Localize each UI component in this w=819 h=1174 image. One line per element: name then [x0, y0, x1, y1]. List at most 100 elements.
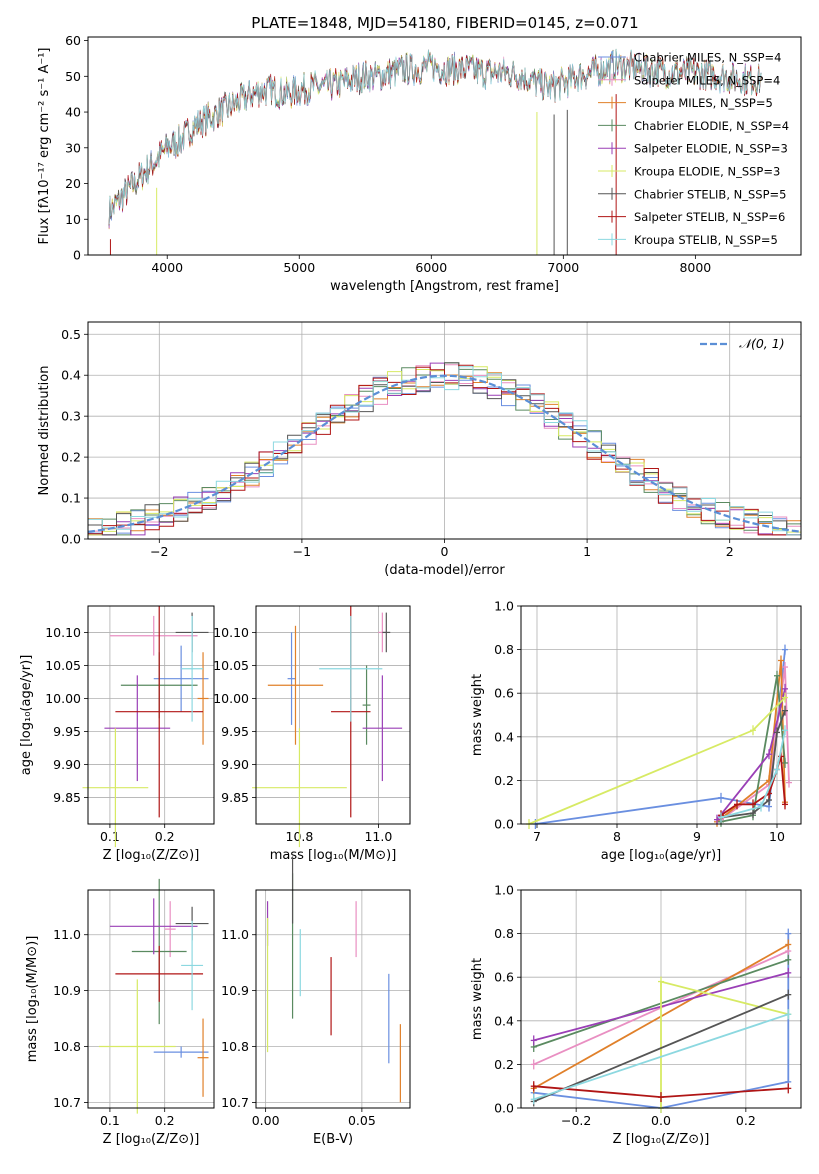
residuals-legend: 𝒩(0, 1)	[700, 336, 785, 351]
x-axis-label: Z [log₁₀(Z/Z⊙)]	[103, 1132, 200, 1147]
errorbar-point-0	[153, 1046, 209, 1058]
errorbar-point-4	[362, 675, 403, 782]
errorbar-point-1	[164, 901, 176, 958]
age-vs-Z-panel: 0.1 0.2 9.85 9.90 9.95 10.00 10.05 10.10 Z [log₁…	[19, 606, 214, 863]
errorbar-point-8	[181, 920, 204, 1011]
weight-line-6	[533, 993, 789, 1103]
y-tick-label: 10.05	[45, 658, 81, 673]
x-tick-label: −2	[150, 544, 168, 559]
y-tick-label: 0	[73, 248, 81, 263]
y-tick-label: 10.8	[53, 1039, 81, 1054]
legend-label: Chabrier ELODIE, N_SSP=4	[634, 119, 789, 133]
y-tick-label: 0.8	[494, 642, 514, 657]
x-axis-label: Z [log₁₀(Z/Z⊙)]	[103, 848, 200, 863]
residual-histogram-7	[88, 364, 801, 536]
spectrum-frame	[87, 36, 802, 256]
x-axis-label: E(B-V)	[313, 1132, 353, 1147]
y-tick-label: 10.00	[45, 691, 81, 706]
x-tick-label: 11.0	[364, 829, 392, 844]
weight-line-8	[533, 1013, 789, 1101]
y-tick-label: 40	[65, 105, 81, 120]
spectrum-legend: Chabrier MILES, N_SSP=4 Salpeter MILES, N…	[598, 51, 789, 247]
y-tick-label: 0.0	[61, 532, 81, 547]
x-tick-label: 2	[726, 544, 734, 559]
x-axis-label: wavelength [Angstrom, rest frame]	[330, 279, 559, 294]
legend-label: 𝒩(0, 1)	[739, 336, 785, 351]
x-tick-label: 4000	[151, 260, 183, 275]
y-tick-label: 0.2	[494, 1057, 514, 1072]
weight-line-1	[720, 666, 790, 821]
y-tick-label: 0.4	[494, 729, 514, 744]
errorbar-point-8	[181, 615, 204, 722]
legend-label: Kroupa STELIB, N_SSP=5	[634, 233, 778, 247]
y-tick-label: 9.90	[53, 757, 81, 772]
x-tick-label: 8000	[679, 260, 711, 275]
y-tick-label: 10.7	[221, 1095, 249, 1110]
y-tick-label: 60	[65, 33, 81, 48]
x-axis-label: Z [log₁₀(Z/Z⊙)]	[613, 1132, 710, 1147]
y-tick-label: 0.3	[61, 409, 81, 424]
errorbar-point-5	[98, 979, 176, 1114]
legend-label: Kroupa MILES, N_SSP=5	[634, 96, 773, 110]
y-tick-label: 0.5	[61, 327, 81, 342]
y-tick-label: 9.90	[221, 757, 249, 772]
residuals-panel: −2 −1 0 1 2 0.0 0.1 0.2 0.3 0.4 0.5 (data-model)/er…	[37, 322, 802, 578]
weight-vs-age-frame	[520, 605, 802, 825]
y-tick-label: 10.7	[53, 1095, 81, 1110]
x-axis-label: (data-model)/error	[384, 563, 505, 578]
mass-vs-EBV-panel: 0.00 0.05 10.7 10.8 10.9 11.0 E(B-V)	[221, 856, 410, 1147]
legend-label: Kroupa ELODIE, N_SSP=3	[634, 165, 780, 179]
y-tick-label: 10.05	[213, 658, 249, 673]
legend-label: Salpeter MILES, N_SSP=4	[634, 73, 780, 87]
y-tick-label: 20	[65, 176, 81, 191]
x-tick-label: 0	[441, 544, 449, 559]
weight-line-0	[533, 933, 790, 1109]
x-tick-label: 8	[613, 829, 621, 844]
spectrum-line-8	[108, 49, 762, 225]
errorbar-point-8	[319, 615, 383, 722]
spectrum-panel: 4000 5000 6000 7000 8000 0 10 20 30 40 50 60 wavelen…	[37, 33, 762, 294]
errorbar-point-4	[109, 898, 198, 955]
y-tick-label: 50	[65, 69, 81, 84]
x-tick-label: 0.0	[651, 1113, 671, 1128]
errorbar-point-6	[382, 612, 391, 653]
y-tick-label: 10.9	[53, 983, 81, 998]
x-tick-label: 5000	[283, 260, 315, 275]
y-axis-label: Normed distribution	[37, 366, 52, 496]
weight-vs-Z-frame	[520, 889, 802, 1109]
errorbar-point-2	[197, 652, 209, 745]
y-tick-label: 10.8	[221, 1039, 249, 1054]
y-tick-label: 9.85	[53, 790, 81, 805]
x-tick-label: −1	[293, 544, 311, 559]
residual-histogram-8	[88, 366, 801, 536]
legend-label: Salpeter STELIB, N_SSP=6	[634, 210, 785, 224]
x-tick-label: 0.05	[348, 1113, 376, 1128]
y-tick-label: 11.0	[53, 927, 81, 942]
y-tick-label: 0.8	[494, 926, 514, 941]
errorbar-point-5	[82, 728, 149, 848]
mass-vs-Z-frame	[87, 889, 215, 1109]
y-tick-label: 9.95	[53, 724, 81, 739]
x-axis-label: age [log₁₀(age/yr)]	[601, 848, 722, 863]
y-axis-label: mass weight	[470, 958, 485, 1040]
y-tick-label: 0.0	[494, 817, 514, 832]
mass-vs-EBV-frame	[255, 889, 411, 1109]
x-tick-label: 0.2	[736, 1113, 756, 1128]
age-vs-mass-panel: 10.8 11.09.859.909.9510.0010.0510.10mass …	[213, 606, 410, 863]
errorbar-point-1	[109, 615, 198, 656]
errorbar-point-0	[287, 632, 296, 725]
y-tick-label: 10.10	[45, 625, 81, 640]
y-tick-label: 1.0	[494, 599, 514, 614]
errorbar-point-3	[362, 665, 371, 745]
errorbar-point-2	[197, 1018, 209, 1097]
residuals-frame	[87, 321, 802, 540]
errorbar-point-4	[104, 675, 171, 782]
errorbar-point-5	[252, 728, 347, 848]
y-axis-label: mass [log₁₀(M/M⊙)]	[25, 936, 40, 1063]
x-tick-label: 7000	[547, 260, 579, 275]
y-tick-label: 0.4	[61, 368, 81, 383]
y-axis-label: Flux [fλ10⁻¹⁷ erg cm⁻² s⁻¹ A⁻¹]	[37, 48, 52, 245]
x-tick-label: 0.00	[252, 1113, 280, 1128]
y-tick-label: 0.1	[61, 491, 81, 506]
y-tick-label: 9.85	[221, 790, 249, 805]
